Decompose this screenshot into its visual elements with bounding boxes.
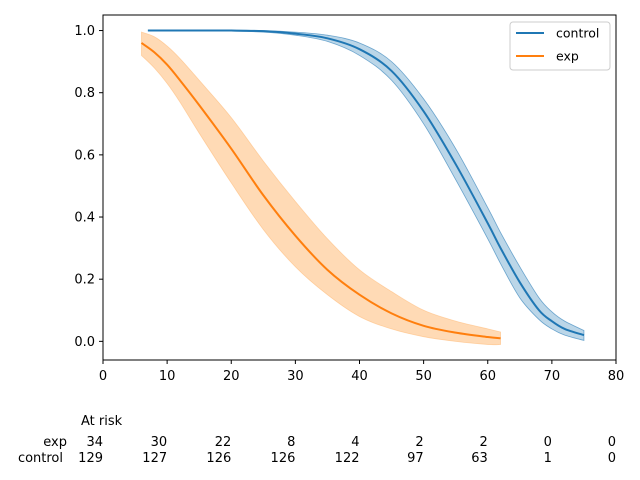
at-risk-count-exp: 22	[215, 435, 232, 450]
x-tick-label: 80	[608, 369, 625, 384]
x-tick-label: 10	[159, 369, 176, 384]
legend-label-exp: exp	[556, 49, 579, 64]
confidence-band-control	[147, 30, 585, 341]
y-tick-label: 0.0	[74, 335, 95, 350]
at-risk-count-exp: 0	[544, 435, 552, 450]
y-tick-label: 0.8	[74, 86, 95, 101]
at-risk-count-control: 63	[471, 451, 488, 466]
at-risk-count-control: 126	[271, 451, 296, 466]
x-tick-label: 70	[544, 369, 561, 384]
at-risk-count-control: 1	[544, 451, 552, 466]
legend: control exp	[509, 21, 611, 71]
at-risk-count-exp: 2	[415, 435, 423, 450]
x-tick-label: 30	[287, 369, 304, 384]
at-risk-count-exp: 0	[608, 435, 616, 450]
x-tick-label: 50	[415, 369, 432, 384]
x-tick-label: 60	[479, 369, 496, 384]
legend-label-control: control	[556, 26, 599, 41]
x-axis: 0 10 20 30 40 50 60 70 80	[99, 360, 624, 384]
at-risk-count-exp: 34	[86, 435, 103, 450]
at-risk-count-control: 122	[335, 451, 360, 466]
x-tick-label: 0	[99, 369, 107, 384]
at-risk-count-control: 126	[206, 451, 231, 466]
at-risk-count-control: 97	[407, 451, 424, 466]
at-risk-count-exp: 2	[479, 435, 487, 450]
y-tick-label: 0.6	[74, 148, 95, 163]
at-risk-count-control: 127	[142, 451, 167, 466]
at-risk-count-exp: 30	[151, 435, 168, 450]
y-axis: 0.0 0.2 0.4 0.6 0.8 1.0	[74, 24, 103, 350]
confidence-bands	[141, 30, 585, 346]
at-risk-count-control: 0	[608, 451, 616, 466]
y-tick-label: 1.0	[74, 24, 95, 39]
survival-lines	[140, 29, 585, 340]
x-tick-label: 40	[351, 369, 368, 384]
survival-line-exp	[140, 42, 501, 340]
at-risk-count-exp: 4	[351, 435, 359, 450]
y-tick-label: 0.2	[74, 273, 95, 288]
at-risk-count-exp: 8	[287, 435, 295, 450]
x-tick-label: 20	[223, 369, 240, 384]
survival-line-control	[147, 29, 585, 337]
at-risk-header: At risk	[81, 414, 123, 429]
at-risk-row-label-control: control	[18, 451, 63, 466]
y-tick-label: 0.4	[74, 211, 95, 226]
at-risk-count-control: 129	[78, 451, 103, 466]
at-risk-row-label-exp: exp	[43, 435, 67, 450]
confidence-band-exp	[141, 31, 501, 346]
